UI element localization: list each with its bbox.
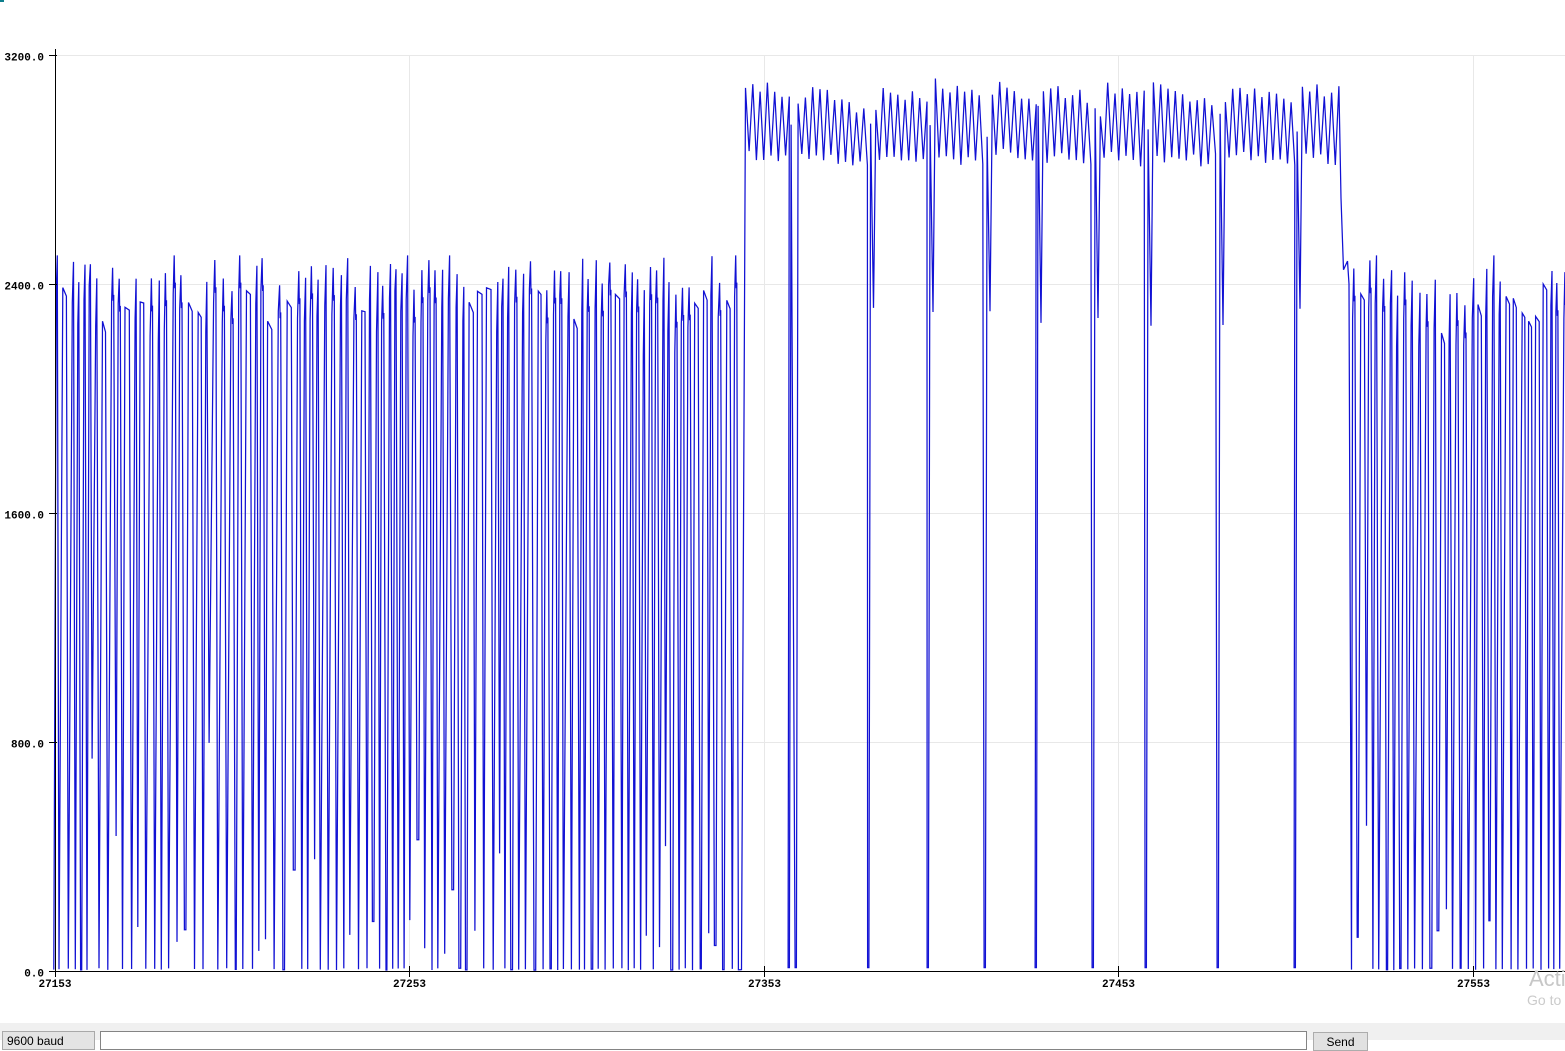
svg-text:27353: 27353 <box>748 979 781 991</box>
svg-text:800.0: 800.0 <box>11 740 44 752</box>
svg-text:2400.0: 2400.0 <box>4 282 44 294</box>
svg-text:3200.0: 3200.0 <box>4 53 44 65</box>
svg-text:27153: 27153 <box>38 979 71 991</box>
svg-text:27553: 27553 <box>1457 979 1490 991</box>
svg-text:1600.0: 1600.0 <box>4 511 44 523</box>
svg-text:0.0: 0.0 <box>24 969 44 981</box>
svg-text:27453: 27453 <box>1102 979 1135 991</box>
svg-text:27253: 27253 <box>393 979 426 991</box>
